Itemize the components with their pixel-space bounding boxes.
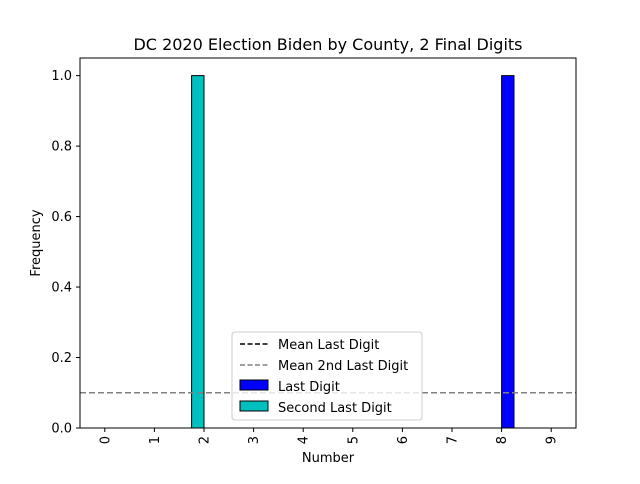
y-axis-label: Frequency <box>29 209 44 276</box>
x-tick-label: 6 <box>396 436 411 444</box>
x-tick-label: 7 <box>446 436 461 444</box>
legend-label-mean-last-digit: Mean Last Digit <box>278 338 379 353</box>
chart-title: DC 2020 Election Biden by County, 2 Fina… <box>133 35 522 54</box>
y-tick-label: 0.4 <box>51 281 72 296</box>
x-tick-label: 1 <box>148 436 163 444</box>
legend: Mean Last Digit Mean 2nd Last Digit Last… <box>232 332 422 420</box>
legend-label-second-last-digit: Second Last Digit <box>278 401 392 416</box>
y-tick-label: 0.8 <box>51 140 72 155</box>
legend-swatch-second-last-digit <box>240 401 268 411</box>
x-axis-label: Number <box>302 451 355 466</box>
x-tick-label: 9 <box>545 436 560 444</box>
x-tick-label: 3 <box>247 436 262 444</box>
x-tick-label: 0 <box>98 436 113 444</box>
legend-label-last-digit: Last Digit <box>278 380 340 395</box>
y-tick-label: 1.0 <box>51 69 72 84</box>
legend-swatch-last-digit <box>240 380 268 390</box>
legend-label-mean-2nd-last-digit: Mean 2nd Last Digit <box>278 359 408 374</box>
x-tick-label: 5 <box>346 436 361 444</box>
x-tick-label: 2 <box>198 436 213 444</box>
bar-last-digit-8 <box>502 76 514 428</box>
bar-second-last-digit-2 <box>192 76 204 428</box>
y-tick-label: 0.2 <box>51 351 72 366</box>
x-axis: 0 1 2 3 4 5 6 7 8 9 <box>98 428 559 444</box>
y-tick-label: 0.0 <box>51 422 72 437</box>
x-tick-label: 8 <box>495 436 510 444</box>
y-tick-label: 0.6 <box>51 210 72 225</box>
x-tick-label: 4 <box>297 436 312 444</box>
y-axis: 0.0 0.2 0.4 0.6 0.8 1.0 <box>51 69 80 436</box>
